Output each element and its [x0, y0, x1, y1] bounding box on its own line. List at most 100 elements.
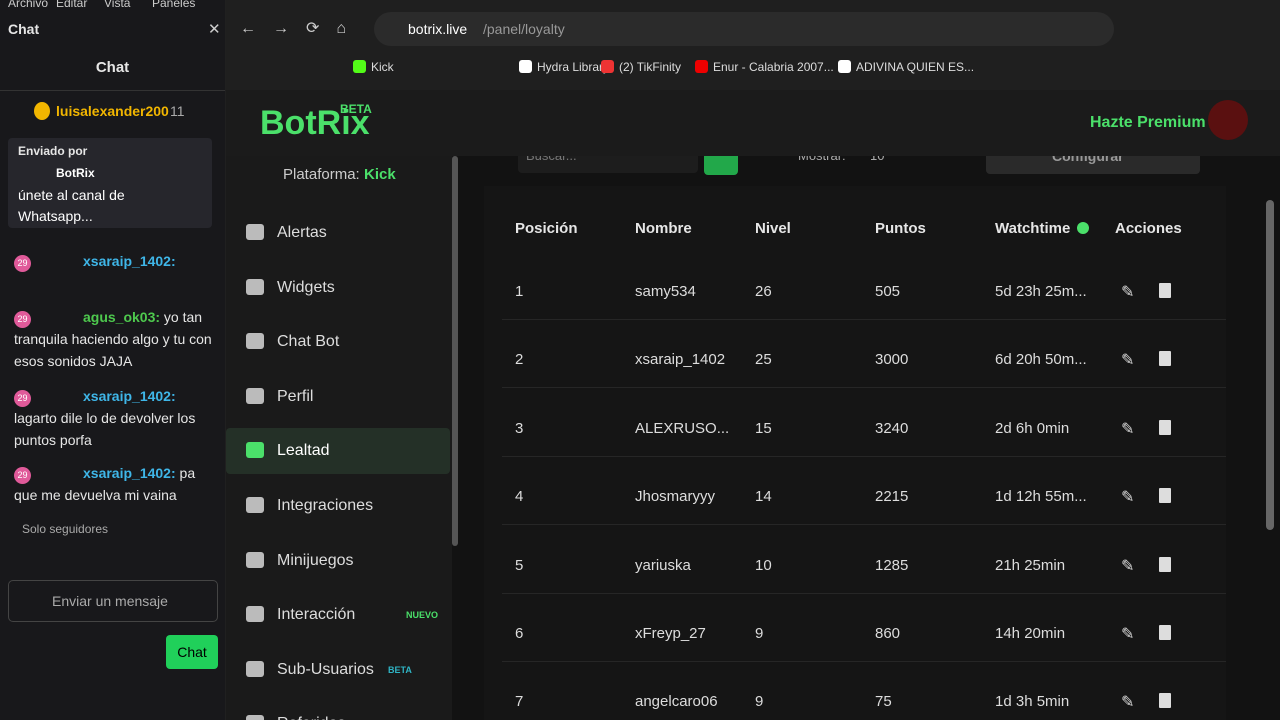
- bookmark[interactable]: Hydra Library: [537, 60, 610, 74]
- column-header: Nivel: [755, 220, 791, 237]
- level: 9: [755, 693, 764, 711]
- url-host: botrix.live: [408, 21, 468, 37]
- points: 1285: [875, 556, 909, 574]
- nav-item[interactable]: Interacción: [277, 606, 356, 624]
- nav-icon: [246, 387, 264, 404]
- level: 14: [755, 488, 772, 506]
- menu-item[interactable]: Archivo: [8, 0, 49, 10]
- nav-item[interactable]: Alertas: [277, 224, 327, 241]
- column-header: Puntos: [875, 220, 926, 237]
- nav-icon: [246, 442, 264, 459]
- delete-button[interactable]: [1159, 351, 1171, 367]
- delete-button[interactable]: [1159, 556, 1171, 572]
- level: 10: [755, 556, 772, 574]
- address-bar: [374, 12, 1114, 46]
- bookmark[interactable]: Kick: [371, 60, 394, 74]
- bookmark-icon: [838, 60, 851, 73]
- premium[interactable]: Hazte Premium: [1090, 114, 1206, 131]
- platform-label: Plataforma:: [283, 166, 360, 183]
- sidebar-scroll: [452, 156, 458, 546]
- chat-panel: Chat ✕ Chat luisalexander200 11 Enviado por Bo…: [0, 0, 225, 720]
- edit-button[interactable]: ✎: [1121, 489, 1135, 507]
- level: 15: [755, 419, 772, 437]
- pinned: Enviado por BotRix únete al canal de Whats…: [8, 138, 212, 228]
- chat-header: Chat: [95, 59, 130, 76]
- message-text: pa que me devuelva mi vaina: [14, 465, 196, 503]
- bookmark[interactable]: ADIVINA QUIEN ES...: [856, 60, 975, 74]
- message-text: lagarto dile lo de devolver los puntos p…: [14, 410, 196, 448]
- nav-icon: [246, 660, 264, 677]
- header-overlap: [458, 90, 1280, 156]
- edit-button[interactable]: ✎: [1121, 694, 1135, 712]
- username[interactable]: agus_ok03:: [83, 309, 161, 325]
- name: ALEXRUSO...: [635, 419, 730, 437]
- points: 860: [875, 625, 901, 642]
- delete-button[interactable]: [1159, 419, 1171, 435]
- points: 3000: [875, 351, 909, 369]
- level: 26: [755, 283, 772, 300]
- points: 2215: [875, 488, 909, 506]
- watchtime: 1d 3h 5min: [995, 693, 1070, 711]
- delete-button[interactable]: [1159, 625, 1171, 640]
- bookmark-icon: [695, 60, 708, 73]
- close[interactable]: ✕: [208, 21, 221, 38]
- delete-button[interactable]: [1159, 488, 1171, 504]
- position: 1: [515, 283, 524, 300]
- menu-item[interactable]: Paneles: [152, 0, 196, 10]
- edit-button[interactable]: ✎: [1121, 284, 1135, 301]
- chat-message: 29 xsaraip_1402: lagarto dile lo de devol…: [14, 385, 214, 451]
- username[interactable]: xsaraip_1402:: [83, 253, 176, 269]
- points: 3240: [875, 419, 909, 437]
- top-count: 11: [170, 103, 185, 119]
- badge: 29: [14, 255, 31, 272]
- beta: BETA: [340, 102, 372, 116]
- nav-icon: [246, 606, 264, 623]
- send-button[interactable]: Chat: [166, 635, 218, 669]
- column-header: Nombre: [635, 220, 692, 237]
- bookmark[interactable]: Enur - Calabria 2007...: [713, 60, 834, 74]
- position: 4: [515, 488, 524, 506]
- pinned-author: BotRix: [56, 166, 95, 180]
- edit-button[interactable]: ✎: [1121, 626, 1135, 643]
- chat-input[interactable]: Enviar un mensaje: [8, 580, 218, 622]
- nav-item[interactable]: Lealtad: [277, 442, 330, 460]
- placeholder: Enviar un mensaje: [52, 593, 168, 609]
- divider: [0, 90, 225, 91]
- points: 505: [875, 283, 901, 300]
- points: 75: [875, 693, 892, 711]
- delete-button[interactable]: [1159, 693, 1171, 709]
- username[interactable]: xsaraip_1402:: [83, 388, 176, 404]
- row-divider: [502, 455, 1226, 457]
- nav-item[interactable]: Integraciones: [277, 497, 374, 514]
- edit-button[interactable]: ✎: [1121, 352, 1135, 370]
- nav-item[interactable]: Referidos: [277, 715, 345, 720]
- nav-item[interactable]: Minijuegos: [277, 551, 354, 569]
- page-scroll: [1266, 200, 1274, 530]
- top-user: luisalexander200: [56, 103, 169, 119]
- menu-item[interactable]: Editar: [56, 0, 88, 10]
- nav-icon: [246, 715, 264, 720]
- bookmark[interactable]: (2) TikFinity: [619, 60, 682, 74]
- logo: BotRix: [260, 104, 370, 142]
- username[interactable]: xsaraip_1402:: [83, 465, 176, 481]
- nav-badge: BETA: [388, 664, 412, 675]
- edit-button[interactable]: ✎: [1121, 557, 1135, 575]
- edit-button[interactable]: ✎: [1121, 420, 1135, 438]
- bookmark-icon: [601, 60, 614, 73]
- message-text: yo tan tranquila haciendo algo y tu con …: [14, 309, 212, 369]
- delete-button[interactable]: [1159, 283, 1171, 298]
- pinned-text: únete al canal de Whatsapp...: [18, 187, 125, 224]
- level: 9: [755, 625, 764, 642]
- nav-item[interactable]: Widgets: [277, 278, 335, 296]
- nav-icon: [246, 224, 264, 240]
- nav-item[interactable]: Perfil: [277, 387, 314, 405]
- avatar: [1208, 100, 1248, 140]
- pinned-label: Enviado por: [18, 144, 88, 158]
- nav-item[interactable]: Chat Bot: [277, 333, 340, 351]
- menu-item[interactable]: Vista: [104, 0, 131, 10]
- nav-item[interactable]: Sub-Usuarios: [277, 660, 374, 678]
- row-divider: [502, 319, 1226, 320]
- info-icon: [1077, 222, 1089, 234]
- row-divider: [502, 661, 1226, 662]
